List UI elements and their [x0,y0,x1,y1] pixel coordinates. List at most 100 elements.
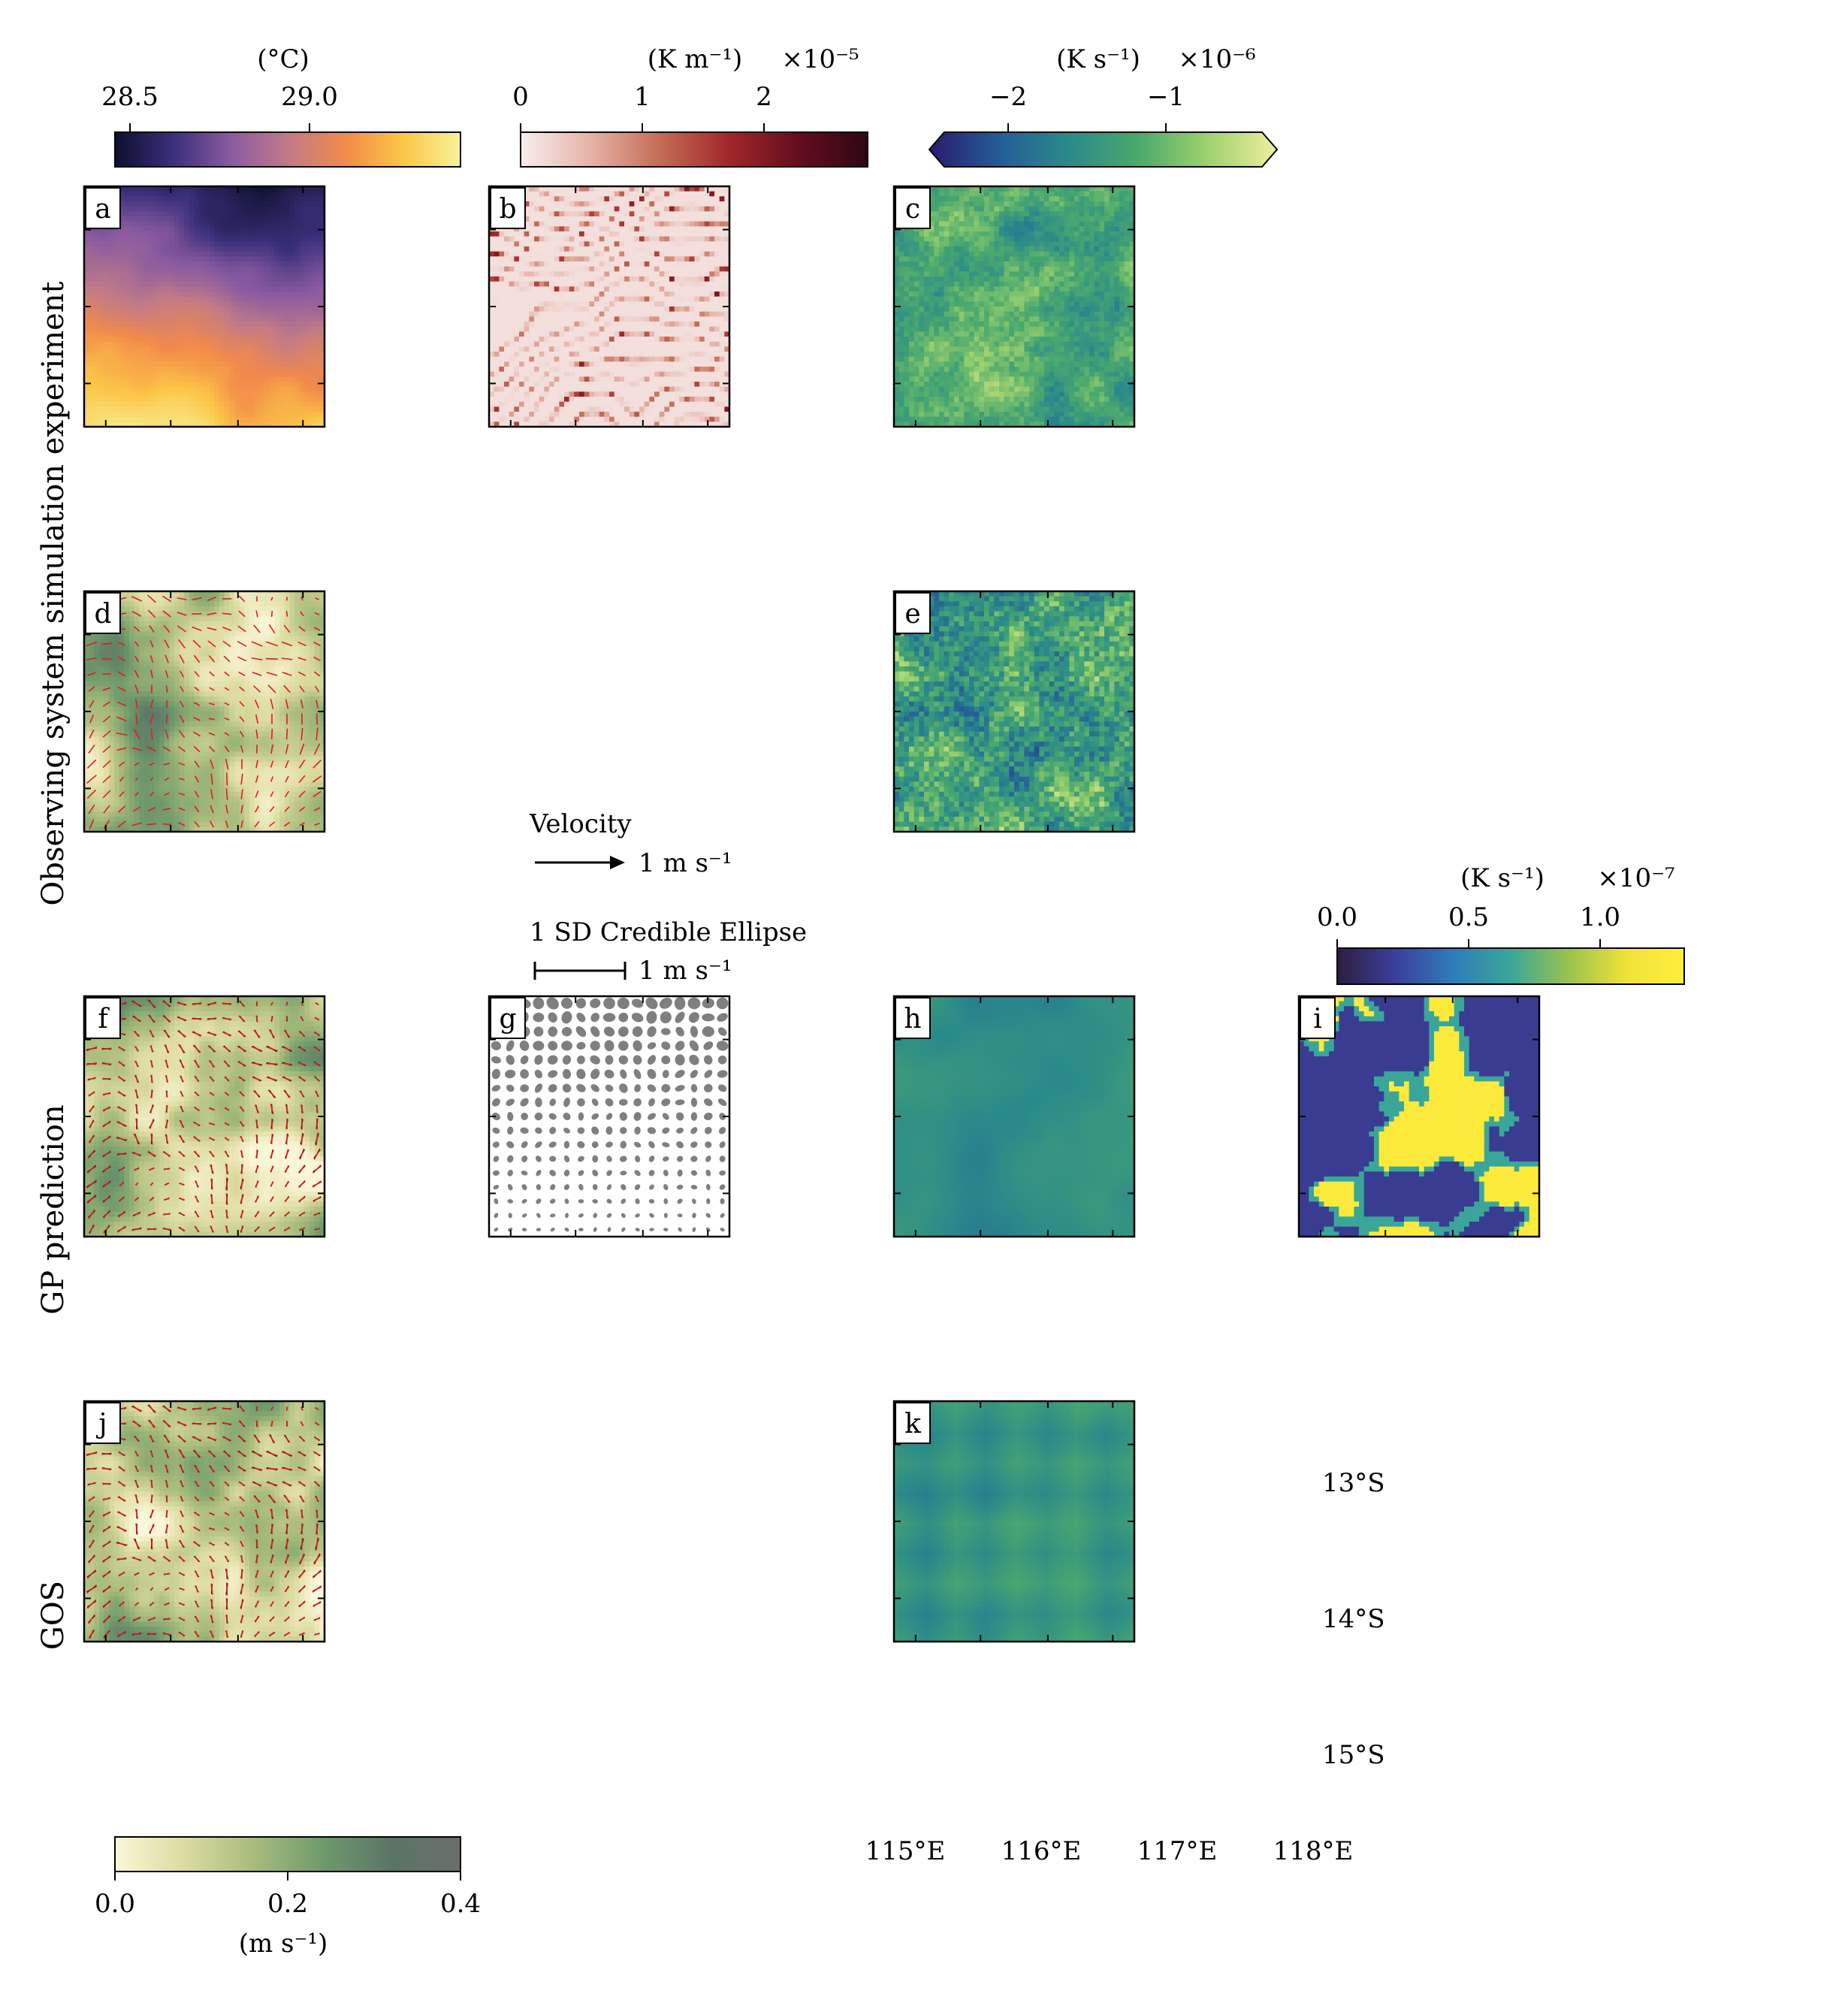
credible-ellipse [563,1184,570,1190]
velocity-arrow-observed [192,1406,202,1411]
velocity-arrow-observed [116,1152,127,1156]
velocity-arrow-observed [150,669,153,678]
colorbar-uncertainty-bar [1336,947,1685,985]
credible-ellipse [606,1213,612,1218]
velocity-arrow-observed [86,759,97,769]
panel-c: c [892,185,1136,428]
credible-ellipse [619,1156,627,1162]
credible-ellipse [705,1141,712,1149]
credible-ellipse [649,1213,654,1218]
velocity-arrow-observed [178,762,186,766]
credible-ellipse [659,998,672,1009]
velocity-arrow-observed [132,806,141,812]
velocity-arrow-observed [117,1225,126,1233]
velocity-arrow-observed [285,597,288,601]
credible-ellipse [606,1198,612,1204]
velocity-arrow-observed [103,1224,110,1234]
velocity-arrow-observed [131,610,142,618]
velocity-arrow-observed [313,1076,321,1082]
colorbar-uncertainty-tick: 0.0 [1317,902,1357,932]
row-label-gos: GOS [36,1581,71,1650]
credible-ellipse [675,1085,685,1092]
credible-ellipse [533,997,545,1010]
panel-a-heatmap [84,186,325,427]
credible-ellipse [618,1012,629,1023]
velocity-arrow-observed [208,1122,216,1125]
velocity-arrow-observed [254,1225,260,1233]
credible-ellipse [533,1012,545,1023]
velocity-arrow-observed [252,1090,261,1098]
velocity-arrow-observed [313,1061,321,1067]
velocity-arrow-observed [210,773,213,785]
velocity-arrow-observed [254,820,260,828]
credible-ellipse [676,1156,684,1162]
panel-b-ticks [489,186,729,427]
credible-ellipse [591,1126,599,1135]
velocity-arrow-observed [149,1196,155,1202]
velocity-arrow-observed [86,1164,97,1174]
velocity-arrow-observed [270,760,274,768]
velocity-arrow-observed [209,702,215,705]
velocity-arrow-observed [150,1074,153,1083]
credible-ellipse [575,998,587,1009]
velocity-arrow-observed [285,1406,288,1411]
panel-k: k [892,1400,1136,1643]
velocity-arrow-observed [209,1225,215,1233]
velocity-arrow-observed [163,1213,171,1216]
velocity-arrow-observed [284,790,290,798]
velocity-arrow-observed [207,596,217,602]
panel-h-ticks [894,996,1134,1237]
colorbar-temperature-tick: 28.5 [101,82,159,112]
credible-ellipse [705,1183,711,1191]
credible-ellipse [521,1141,528,1149]
credible-ellipse [633,1068,642,1080]
velocity-arrow-observed [149,699,154,709]
credible-ellipse [603,997,615,1010]
panel-g: g [488,995,731,1238]
velocity-arrow-observed [297,1062,306,1066]
credible-ellipse [575,1026,587,1038]
velocity-arrow-observed [238,1015,246,1023]
velocity-arrow-observed [300,1132,303,1146]
panel-i-label: i [1313,1004,1322,1035]
panel-e-heatmap [894,591,1135,832]
velocity-arrow-observed [147,806,156,812]
velocity-arrow-observed [208,732,216,736]
credible-ellipse [535,1097,542,1107]
velocity-arrow-observed [165,1090,168,1098]
velocity-arrow-observed [266,1077,278,1081]
velocity-arrow-observed [238,1420,246,1427]
velocity-arrow-observed [193,702,201,706]
velocity-arrow-observed [102,1482,111,1485]
velocity-arrow-observed [192,1031,202,1037]
velocity-arrow-observed [270,1001,273,1006]
velocity-arrow-observed [86,641,98,647]
credible-ellipse [520,1069,529,1079]
velocity-arrow-observed [285,728,288,740]
velocity-arrow-observed [285,1133,288,1145]
velocity-arrow-observed [238,1076,246,1082]
credible-ellipse [619,1112,627,1121]
velocity-arrow-observed [102,715,111,723]
velocity-arrow-observed [177,625,187,633]
credible-ellipse [634,1170,641,1177]
panel-c-heatmap [894,186,1135,427]
velocity-arrow-observed [88,1149,95,1159]
velocity-arrow-observed [239,686,245,692]
velocity-arrow-observed [255,775,259,784]
velocity-arrow-observed [281,657,293,660]
velocity-arrow-observed [192,1044,201,1053]
colorbar-speed-tick: 0.2 [267,1889,308,1919]
credible-ellipse [576,1012,586,1023]
credible-ellipse [633,1055,642,1065]
velocity-arrow-observed [150,1133,153,1145]
velocity-arrow-observed [270,776,274,782]
velocity-arrow-observed [224,1092,230,1096]
velocity-arrow-observed [118,642,125,646]
credible-ellipse [578,1112,584,1121]
velocity-arrow-observed [133,728,140,740]
credible-ellipse [647,1042,657,1050]
velocity-arrow-observed [177,1435,187,1443]
velocity-arrow-observed [208,655,216,663]
